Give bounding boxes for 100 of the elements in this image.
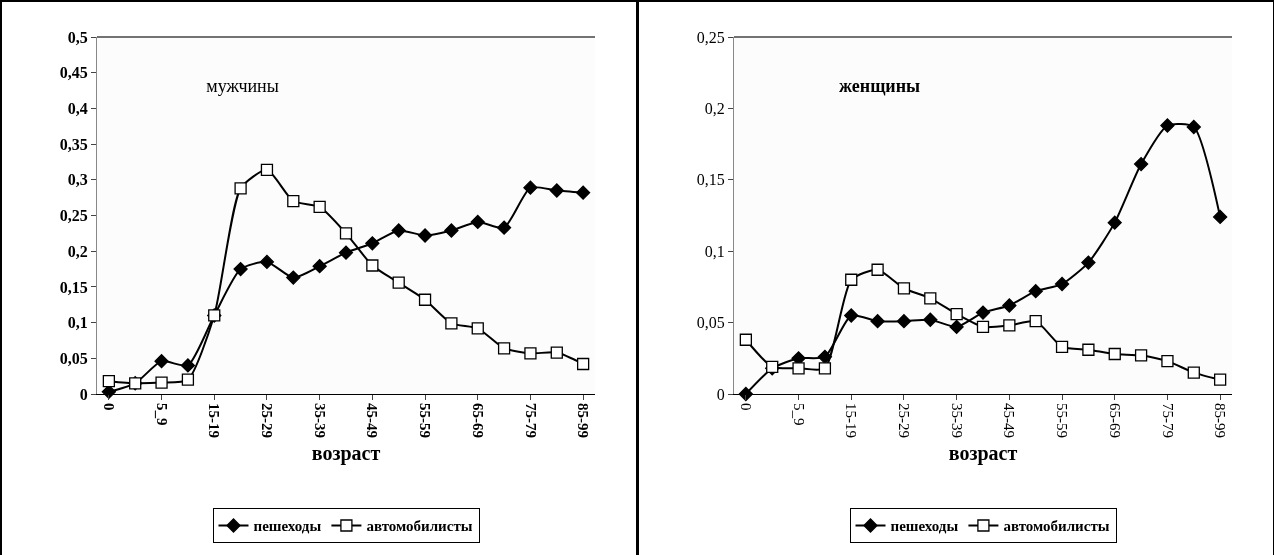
point	[739, 333, 753, 346]
y-tick-label: 0,35	[59, 135, 88, 153]
y-tick-label: 0,05	[59, 349, 88, 367]
point	[392, 276, 405, 289]
point	[1082, 343, 1095, 356]
point	[549, 183, 564, 198]
point	[102, 375, 116, 388]
point	[923, 312, 938, 327]
point	[924, 292, 937, 305]
point	[1029, 315, 1042, 328]
point	[155, 376, 168, 389]
x-axis-title: возраст	[311, 441, 381, 465]
y-tick-label: 0,25	[59, 207, 88, 225]
point	[497, 342, 511, 355]
y-tick-label: 0,15	[696, 171, 725, 189]
point	[260, 163, 274, 176]
x-tick-label: 45-49	[1001, 403, 1018, 438]
point	[391, 223, 406, 238]
point	[1134, 349, 1148, 362]
y-tick-label: 0,4	[67, 100, 88, 117]
point	[1028, 284, 1043, 299]
point	[338, 245, 354, 260]
text: женщины	[838, 76, 921, 97]
point	[1213, 373, 1227, 386]
x-tick-label: 65-69	[469, 403, 486, 438]
point	[845, 273, 858, 286]
x-tick-label: 45-49	[364, 403, 381, 438]
y-tick-label: 0,15	[59, 278, 88, 296]
x-tick-label: 55-59	[1054, 403, 1071, 438]
point	[418, 293, 432, 306]
legend-label: автомобилисты	[366, 518, 473, 535]
point	[259, 254, 275, 270]
point	[1187, 366, 1200, 379]
point	[1212, 209, 1228, 225]
point	[444, 223, 459, 238]
point	[154, 354, 169, 369]
y-tick-label: 0,1	[704, 242, 725, 260]
point	[313, 200, 326, 214]
legend-label: автомобилисты	[1003, 518, 1110, 535]
point	[1133, 156, 1149, 172]
point	[234, 182, 247, 195]
x-tick-label: 85-99	[1212, 403, 1229, 438]
x-tick-label: 5_9	[153, 403, 170, 426]
x-tick-label: 25-29	[259, 403, 276, 438]
point	[1107, 215, 1122, 230]
point	[871, 263, 884, 276]
point	[1055, 340, 1069, 354]
point	[445, 317, 458, 330]
point	[576, 357, 590, 371]
point	[844, 308, 859, 323]
y-tick-label: 0,5	[67, 28, 88, 46]
legend-label: пешеходы	[890, 518, 959, 535]
x-tick-label: 85-99	[575, 403, 592, 438]
x-tick-label: 75-79	[522, 403, 539, 438]
x-tick-label: 55-59	[417, 403, 434, 438]
y-tick-label: 0,2	[704, 100, 725, 117]
text: мужчины	[206, 76, 279, 97]
y-tick-label: 0,1	[67, 314, 88, 332]
x-tick-label: 15-19	[843, 403, 860, 438]
point	[575, 185, 591, 200]
y-tick-label: 0,05	[696, 314, 725, 332]
point	[471, 322, 484, 335]
point	[1108, 347, 1121, 361]
x-tick-label: 35-39	[311, 403, 328, 438]
point	[233, 261, 248, 277]
point	[523, 180, 538, 195]
point	[524, 347, 537, 360]
x-tick-label: 25-29	[896, 403, 913, 438]
point	[870, 314, 885, 329]
y-tick-label: 0,25	[696, 28, 725, 46]
point	[1081, 255, 1096, 270]
point	[792, 362, 805, 375]
point	[312, 259, 327, 274]
y-tick-label: 0,2	[67, 242, 88, 260]
point	[1161, 355, 1174, 368]
point	[1054, 276, 1070, 292]
point	[1002, 298, 1017, 313]
x-tick-label: 0	[737, 403, 754, 411]
y-tick-label: 0,45	[59, 64, 88, 82]
point	[339, 227, 353, 240]
point	[366, 259, 379, 272]
point	[1003, 319, 1016, 332]
x-axis-title: возраст	[948, 441, 1018, 465]
x-tick-label: 65-69	[1106, 403, 1123, 438]
point	[976, 320, 990, 334]
point	[550, 346, 563, 359]
point	[949, 319, 964, 335]
point	[950, 307, 963, 321]
point	[896, 314, 912, 329]
x-tick-label: 75-79	[1159, 403, 1176, 438]
x-tick-label: 5_9	[790, 403, 807, 426]
point	[470, 214, 485, 230]
point	[180, 358, 196, 373]
legend-label: пешеходы	[253, 518, 322, 535]
point	[897, 282, 911, 295]
point	[287, 195, 300, 208]
point	[818, 362, 832, 375]
y-tick-label: 0,3	[67, 171, 88, 189]
x-tick-label: 35-39	[948, 403, 965, 438]
point	[365, 236, 380, 251]
